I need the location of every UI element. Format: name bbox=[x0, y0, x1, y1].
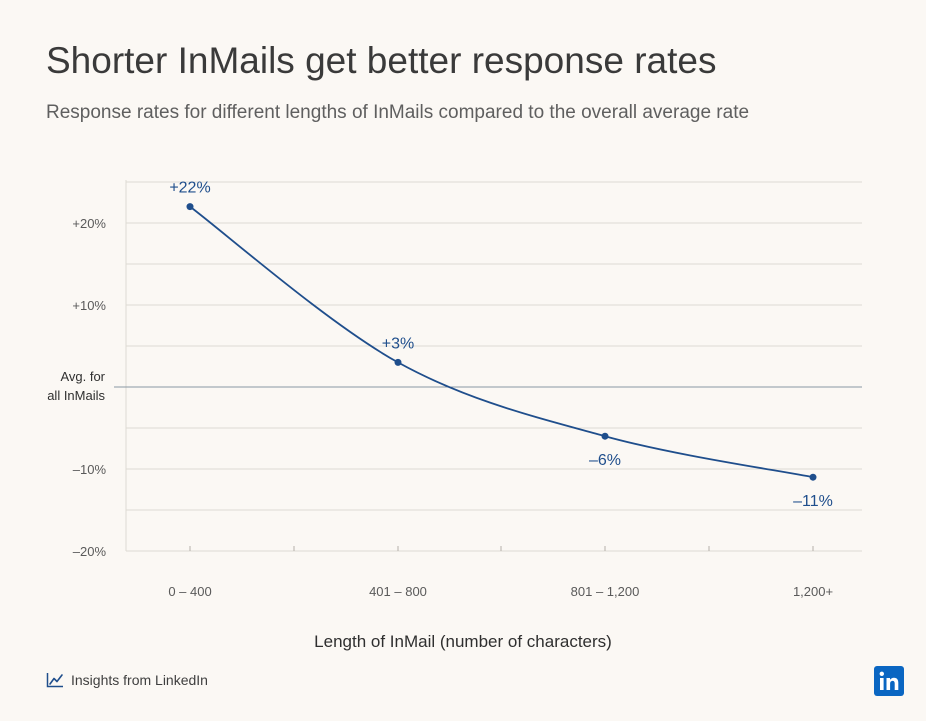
series-line bbox=[189, 205, 814, 479]
data-point bbox=[601, 432, 609, 440]
data-point bbox=[394, 358, 402, 366]
y-tick-label: –20% bbox=[73, 544, 107, 559]
insights-brand: Insights from LinkedIn bbox=[46, 672, 208, 688]
insights-brand-text: Insights from LinkedIn bbox=[71, 672, 208, 688]
x-tick-label: 801 – 1,200 bbox=[571, 584, 640, 599]
trend-line-icon bbox=[46, 673, 63, 688]
linkedin-logo-mark bbox=[879, 671, 899, 690]
data-point bbox=[809, 473, 817, 481]
baseline-label-line2: all InMails bbox=[47, 388, 105, 403]
x-axis-label: Length of InMail (number of characters) bbox=[314, 632, 612, 651]
chart-subtitle: Response rates for different lengths of … bbox=[46, 102, 750, 123]
chart-title: Shorter InMails get better response rate… bbox=[46, 40, 717, 81]
linkedin-logo bbox=[874, 666, 904, 696]
x-tick-label: 0 – 400 bbox=[168, 584, 211, 599]
y-tick-label: +20% bbox=[72, 216, 106, 231]
x-tick-label: 1,200+ bbox=[793, 584, 833, 599]
baseline-label-line1: Avg. for bbox=[60, 369, 105, 384]
data-point bbox=[186, 203, 194, 211]
data-label: +3% bbox=[382, 335, 414, 352]
y-tick-label: –10% bbox=[73, 462, 107, 477]
data-label: +22% bbox=[169, 180, 210, 197]
y-tick-label: +10% bbox=[72, 298, 106, 313]
data-label: –11% bbox=[793, 493, 833, 510]
line-chart: Avg. for all InMails +20% +10% –10% –20% 0 – 4… bbox=[47, 180, 862, 599]
x-tick-label: 401 – 800 bbox=[369, 584, 427, 599]
data-label: –6% bbox=[589, 452, 621, 469]
